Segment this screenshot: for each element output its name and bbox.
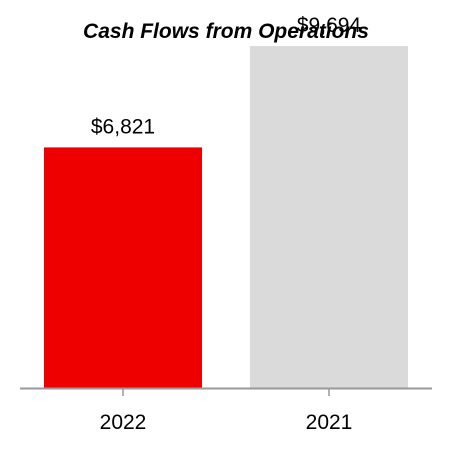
bar-2022 [44,147,202,388]
x-ticks-group: 2022 2021 [100,388,353,434]
chart-title: Cash Flows from Operations [83,20,369,43]
bars-group: $6,821 $9,694 [44,14,408,388]
x-tick-label-2022: 2022 [100,411,147,434]
bar-2021 [250,46,408,388]
data-label-2022: $6,821 [91,115,155,138]
x-tick-label-2021: 2021 [306,411,353,434]
data-label-2021: $9,694 [297,14,362,37]
